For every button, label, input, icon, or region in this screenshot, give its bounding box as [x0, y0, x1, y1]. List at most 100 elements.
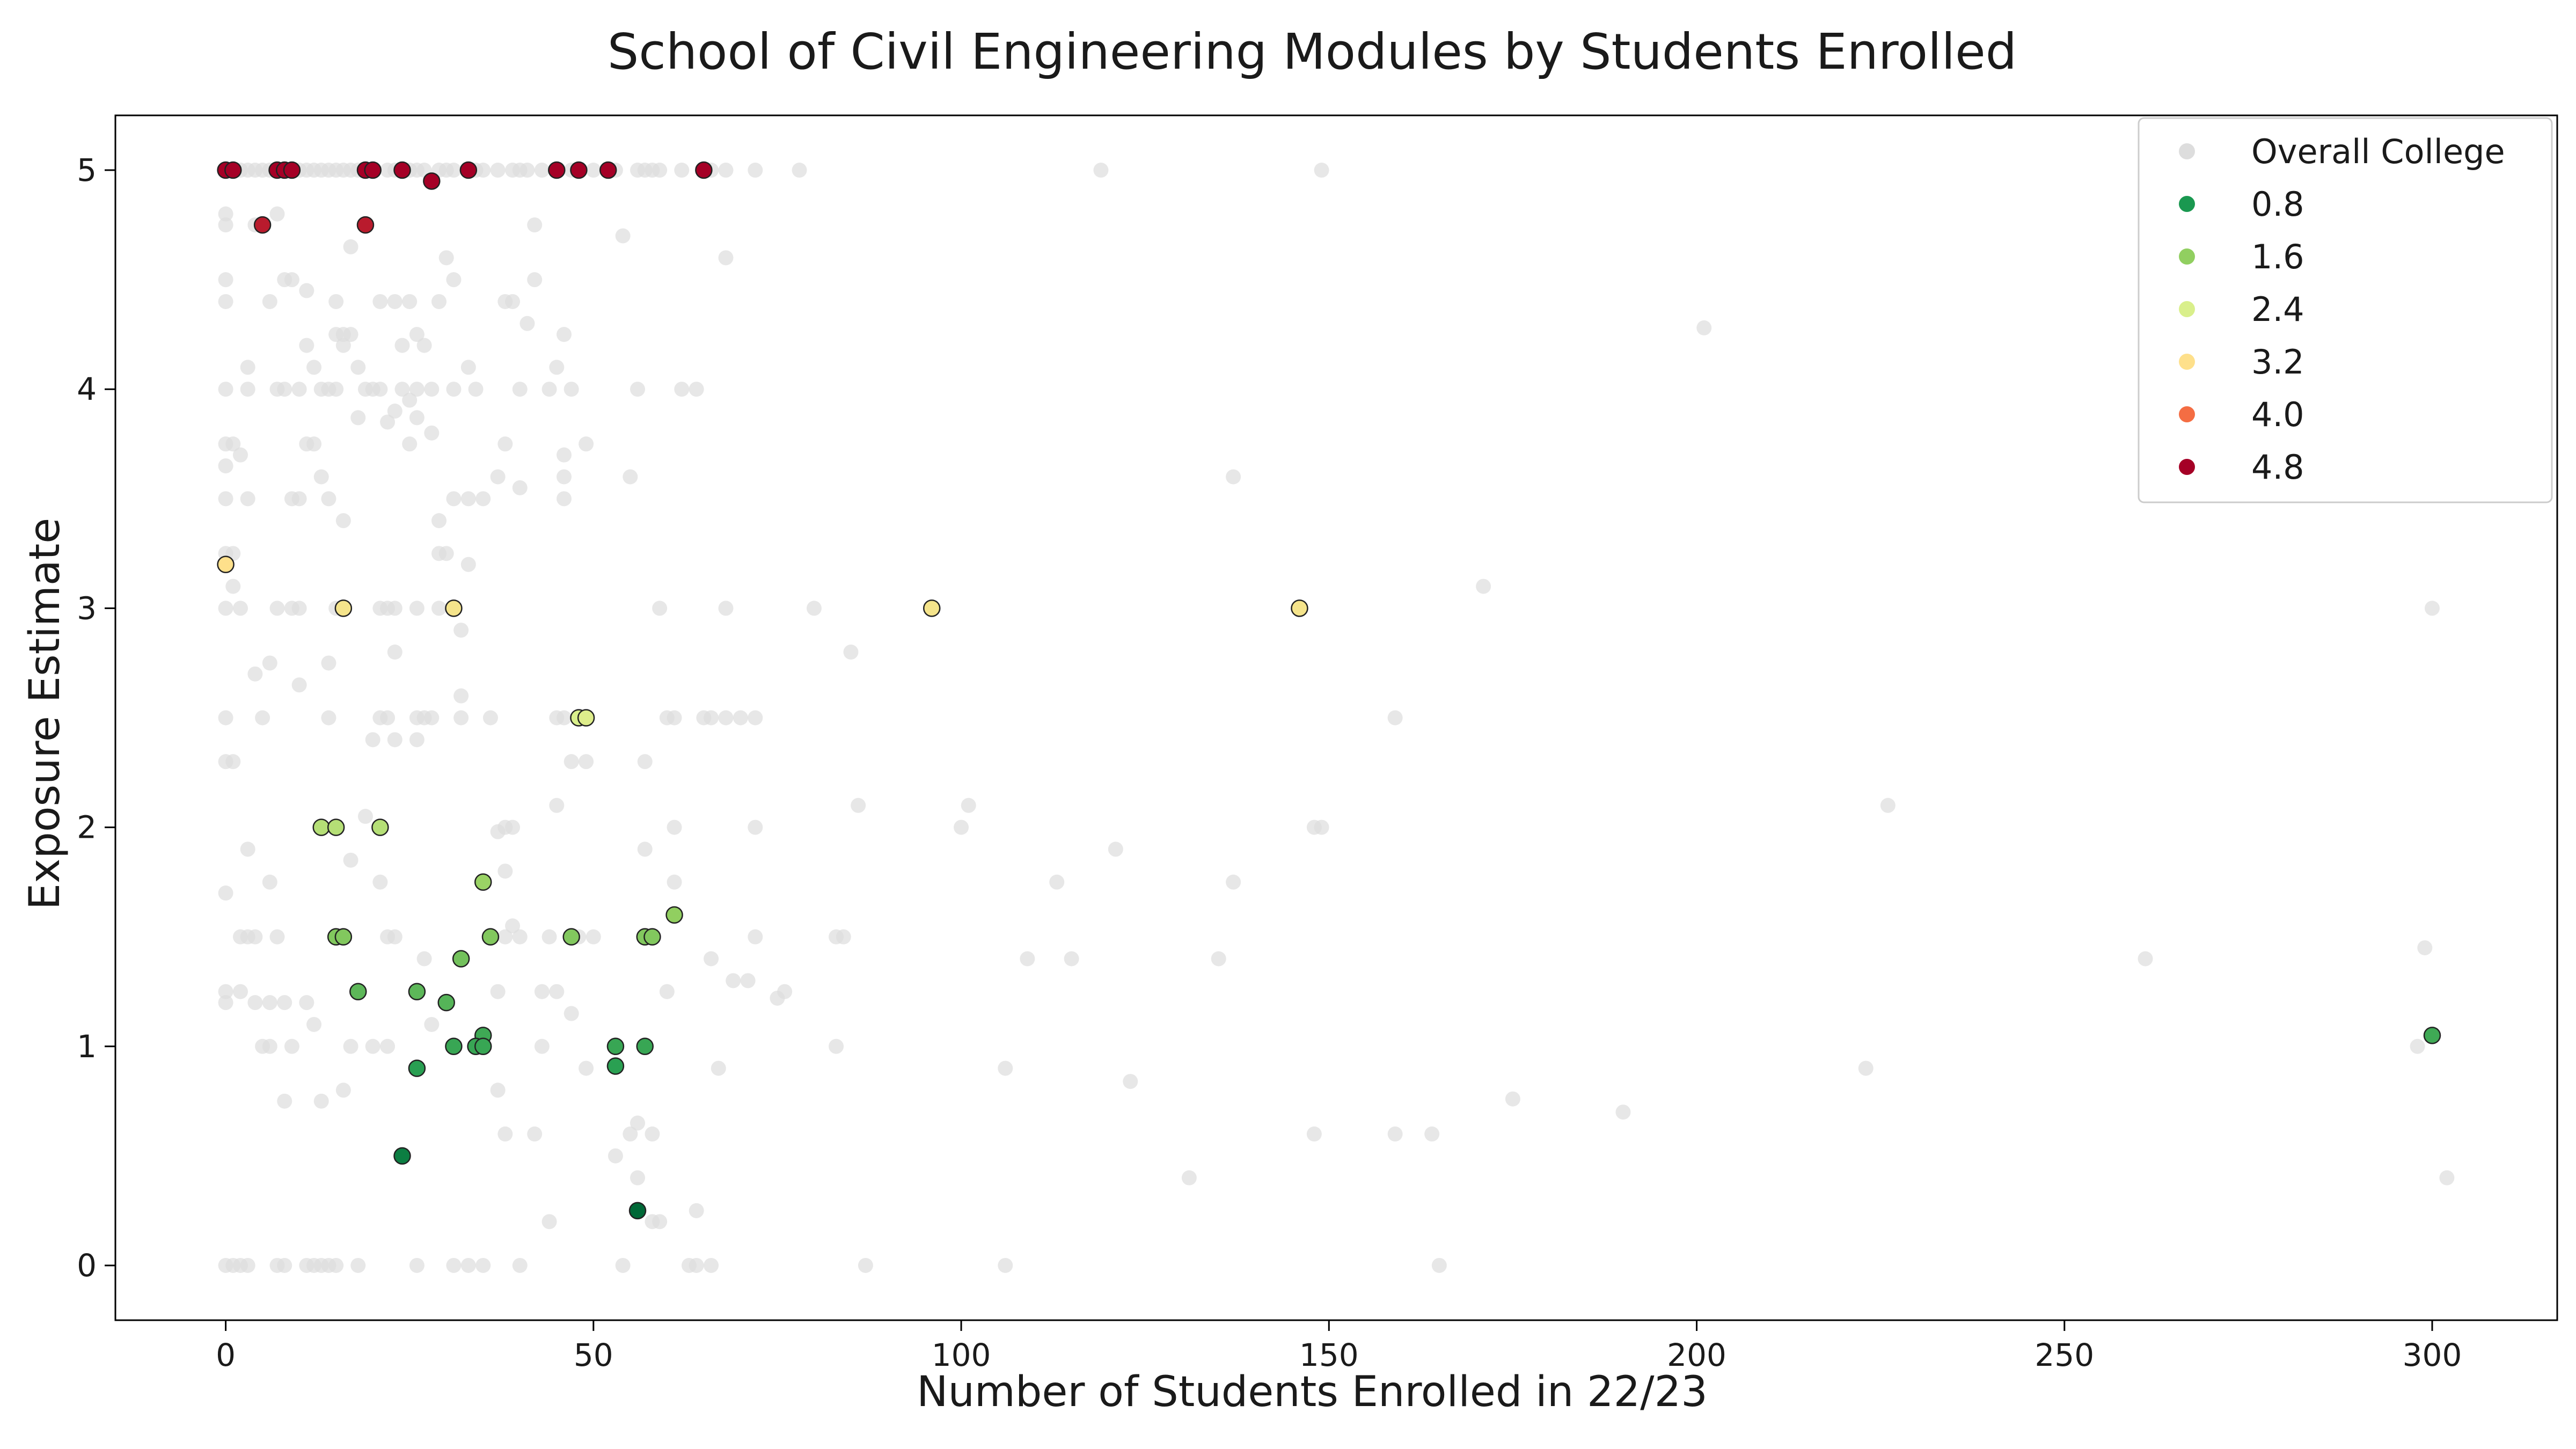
overall-college-point: [218, 206, 233, 222]
y-tick-label: 4: [77, 371, 97, 407]
overall-college-point: [225, 436, 241, 452]
y-tick-label: 5: [77, 152, 97, 188]
overall-college-point: [475, 491, 491, 507]
overall-college-point: [357, 809, 373, 824]
overall-college-point: [858, 1257, 873, 1273]
overall-college-point: [718, 163, 734, 178]
overall-college-point: [365, 1038, 380, 1054]
overall-college-point: [277, 1257, 292, 1273]
overall-college-point: [497, 929, 513, 945]
overall-college-point: [718, 601, 734, 616]
overall-college-point: [704, 951, 719, 967]
overall-college-point: [777, 984, 793, 999]
legend-marker: [2179, 143, 2195, 159]
overall-college-point: [218, 382, 233, 397]
overall-college-point: [541, 929, 557, 945]
overall-college-point: [431, 601, 447, 616]
x-tick-label: 50: [574, 1337, 613, 1373]
overall-college-point: [674, 382, 690, 397]
civil-engineering-point: [665, 906, 683, 924]
overall-college-point: [262, 655, 277, 671]
overall-college-point: [218, 217, 233, 233]
overall-college-point: [586, 929, 601, 945]
overall-college-point: [806, 601, 822, 616]
overall-college-point: [579, 1060, 594, 1076]
overall-college-point: [218, 885, 233, 901]
overall-college-point: [527, 1126, 543, 1142]
overall-college-point: [240, 382, 255, 397]
civil-engineering-point: [459, 161, 478, 179]
overall-college-point: [1181, 1170, 1197, 1185]
overall-college-point: [1064, 951, 1079, 967]
overall-college-point: [674, 163, 690, 178]
overall-college-point: [460, 557, 476, 572]
overall-college-point: [512, 480, 528, 495]
overall-college-point: [387, 929, 402, 945]
overall-college-point: [277, 382, 292, 397]
overall-college-point: [387, 732, 402, 748]
overall-college-point: [579, 436, 594, 452]
overall-college-point: [1314, 163, 1329, 178]
civil-engineering-point: [283, 161, 301, 179]
overall-college-point: [232, 601, 248, 616]
overall-college-point: [1696, 320, 1712, 335]
legend-label: Overall College: [2251, 132, 2505, 171]
overall-college-point: [652, 163, 668, 178]
x-axis: 0 50 100 150 200 250 300: [216, 1320, 2462, 1373]
legend-label: 0.8: [2251, 185, 2304, 224]
overall-college-point: [482, 710, 498, 726]
overall-college-point: [512, 1257, 528, 1273]
overall-college-point: [277, 1093, 292, 1109]
overall-college-point: [497, 436, 513, 452]
overall-college-point: [519, 316, 535, 331]
overall-college-point: [792, 163, 807, 178]
overall-college-point: [748, 163, 763, 178]
overall-college-point: [556, 710, 572, 726]
overall-college-point: [446, 1257, 462, 1273]
overall-college-point: [269, 601, 285, 616]
overall-college-point: [556, 491, 572, 507]
overall-college-point: [748, 819, 763, 835]
civil-engineering-point: [445, 1037, 463, 1056]
overall-college-point: [645, 1126, 660, 1142]
overall-college-point: [740, 973, 756, 989]
overall-college-point: [667, 819, 682, 835]
civil-engineering-point: [599, 161, 617, 179]
overall-college-point: [262, 874, 277, 890]
civil-engineering-point: [371, 818, 389, 836]
overall-college-point: [1858, 1060, 1874, 1076]
overall-college-point: [240, 841, 255, 857]
overall-college-point: [608, 1148, 623, 1163]
overall-college-point: [490, 824, 506, 839]
civil-engineering-point: [408, 983, 426, 1000]
overall-college-point: [453, 623, 469, 638]
overall-college-point: [1123, 1074, 1138, 1089]
overall-college-point: [218, 995, 233, 1011]
legend-label: 2.4: [2251, 290, 2304, 329]
overall-college-point: [225, 754, 241, 770]
overall-college-point: [438, 546, 454, 561]
overall-college-point: [446, 272, 462, 288]
overall-college-point: [299, 283, 314, 298]
legend-box: [2138, 117, 2553, 503]
overall-college-point: [704, 710, 719, 726]
overall-college-point: [328, 294, 344, 309]
overall-college-point: [409, 382, 425, 397]
overall-college-point: [1226, 469, 1241, 485]
overall-college-point: [416, 951, 432, 967]
civil-engineering-point: [217, 555, 235, 574]
overall-college-point: [549, 797, 565, 813]
overall-college-point: [1431, 1257, 1447, 1273]
legend: Overall College 0.8 1.6 2.4 3.2 4.0 4.8: [2138, 117, 2553, 503]
overall-college-point: [291, 382, 307, 397]
overall-college-point: [1049, 874, 1065, 890]
overall-college-point: [350, 410, 366, 426]
overall-college-point: [387, 601, 402, 616]
overall-college-point: [534, 163, 550, 178]
overall-college-point: [1314, 819, 1329, 835]
overall-college-point: [247, 929, 263, 945]
legend-label: 4.0: [2251, 395, 2304, 434]
legend-marker: [2179, 354, 2195, 370]
overall-college-point: [262, 1038, 277, 1054]
overall-college-point: [630, 1170, 646, 1185]
